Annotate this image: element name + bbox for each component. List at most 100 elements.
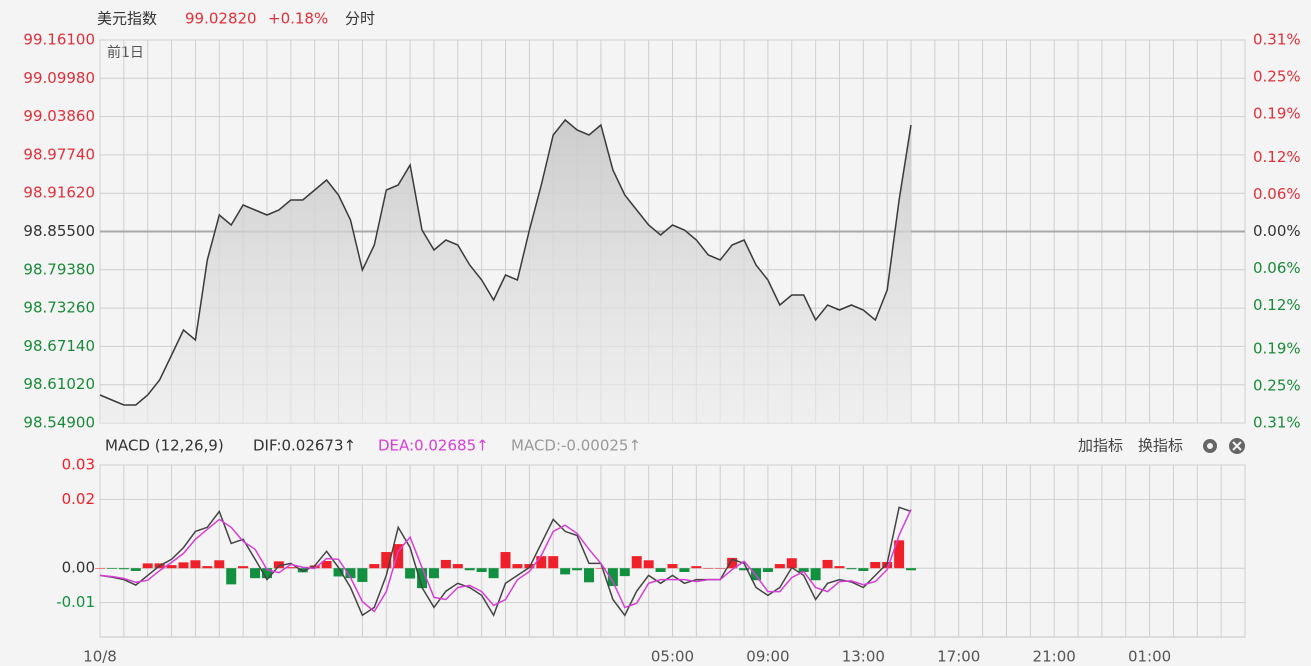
y2-tick-label: 0.19% xyxy=(1253,105,1301,123)
macd-bar xyxy=(906,568,917,571)
macd-bar xyxy=(786,558,797,569)
macd-bar xyxy=(381,552,392,569)
macd-title: MACD (12,26,9) xyxy=(105,437,224,455)
macd-bar xyxy=(774,564,785,569)
macd-bar xyxy=(309,565,320,569)
macd-bar xyxy=(739,568,750,571)
y-tick-label: 99.09980 xyxy=(23,69,95,87)
macd-bar xyxy=(214,560,225,569)
x-tick-label: 17:00 xyxy=(937,648,980,666)
macd-bar xyxy=(405,568,416,579)
macd-bar xyxy=(894,540,905,569)
close-icon[interactable] xyxy=(1229,438,1245,454)
y2-tick-label: 0.31% xyxy=(1253,414,1301,432)
macd-bar xyxy=(870,562,881,569)
macd-bar xyxy=(846,568,857,570)
macd-bar xyxy=(297,568,308,573)
macd-bar xyxy=(834,566,845,569)
y-tick-label: 0.00 xyxy=(62,559,95,577)
y-tick-label: 99.03860 xyxy=(23,107,95,125)
x-tick-label: 13:00 xyxy=(842,648,885,666)
header-title: 美元指数 xyxy=(97,10,157,28)
macd-bar xyxy=(476,568,487,572)
x-tick-label: 01:00 xyxy=(1128,648,1171,666)
macd-bar xyxy=(202,566,213,569)
macd-bar xyxy=(452,564,463,569)
y2-tick-label: 0.31% xyxy=(1253,31,1301,49)
macd-bar xyxy=(130,568,141,571)
y-tick-label: 0.02 xyxy=(62,490,95,508)
macd-bar xyxy=(703,568,714,569)
switch-indicator-button[interactable]: 换指标 xyxy=(1138,437,1183,455)
y2-tick-label: 0.06% xyxy=(1253,185,1301,203)
y2-tick-label: 0.12% xyxy=(1253,148,1301,166)
macd-indicator: MACD:-0.00025↑ xyxy=(511,437,641,455)
dea-line xyxy=(99,509,912,613)
macd-bar xyxy=(166,565,177,569)
macd-bar xyxy=(261,568,272,579)
y-tick-label: 98.79380 xyxy=(23,260,95,278)
macd-bar xyxy=(345,568,356,579)
macd-bar xyxy=(512,564,523,569)
macd-bar xyxy=(178,562,189,569)
macd-bar xyxy=(691,566,702,569)
y-tick-label: 98.91620 xyxy=(23,184,95,202)
macd-bar xyxy=(667,564,678,569)
macd-bar xyxy=(548,556,559,569)
macd-bar xyxy=(882,562,893,569)
macd-bar xyxy=(679,568,690,572)
macd-bar xyxy=(333,568,344,577)
macd-bar xyxy=(560,568,571,575)
y2-tick-label: 0.25% xyxy=(1253,376,1301,394)
macd-bar xyxy=(619,568,630,577)
y-tick-label: 98.61020 xyxy=(23,375,95,393)
annotation: 前1日 xyxy=(107,44,144,61)
add-indicator-button[interactable]: 加指标 xyxy=(1078,437,1123,455)
macd-bar xyxy=(810,568,821,581)
macd-bar xyxy=(822,559,833,569)
macd-bar xyxy=(357,568,368,582)
macd-bar xyxy=(250,568,261,579)
macd-bar xyxy=(273,561,284,569)
macd-bar xyxy=(118,568,129,570)
macd-bar xyxy=(488,568,499,579)
macd-bar xyxy=(607,568,618,587)
macd-bar xyxy=(106,568,117,569)
macd-bar xyxy=(440,559,451,569)
macd-bar xyxy=(595,568,606,569)
macd-bar xyxy=(95,568,105,569)
dif-line xyxy=(99,506,912,618)
macd-bar xyxy=(655,568,666,572)
macd-bar xyxy=(858,568,869,571)
header-mode[interactable]: 分时 xyxy=(345,10,375,28)
y-tick-label: -0.01 xyxy=(56,593,95,611)
y2-tick-label: 0.25% xyxy=(1253,68,1301,86)
y-tick-label: 98.54900 xyxy=(23,414,95,432)
y2-tick-label: 0.00% xyxy=(1253,222,1301,240)
macd-bar xyxy=(321,560,332,569)
y2-tick-label: 0.12% xyxy=(1253,296,1301,314)
x-tick-label: 05:00 xyxy=(651,648,694,666)
price-area xyxy=(100,120,912,423)
macd-bar xyxy=(238,566,249,569)
x-tick-label: 21:00 xyxy=(1033,648,1076,666)
header-change: +0.18% xyxy=(268,10,328,28)
macd-bar xyxy=(727,557,738,569)
y-tick-label: 99.16100 xyxy=(23,31,95,49)
header-price: 99.02820 xyxy=(185,10,257,28)
y-tick-label: 98.67140 xyxy=(23,337,95,355)
macd-bar xyxy=(142,563,153,569)
x-tick-label: 10/8 xyxy=(83,648,117,666)
y2-tick-label: 0.06% xyxy=(1253,259,1301,277)
dea-indicator: DEA:0.02685↑ xyxy=(378,437,489,455)
y-tick-label: 98.97740 xyxy=(23,145,95,163)
x-tick-label: 09:00 xyxy=(746,648,789,666)
y-tick-label: 98.73260 xyxy=(23,299,95,317)
macd-bar xyxy=(631,556,642,569)
macd-bar xyxy=(393,544,404,569)
y2-tick-label: 0.19% xyxy=(1253,339,1301,357)
macd-bar xyxy=(762,568,773,572)
dif-indicator: DIF:0.02673↑ xyxy=(253,437,356,455)
settings-icon[interactable] xyxy=(1203,439,1217,453)
